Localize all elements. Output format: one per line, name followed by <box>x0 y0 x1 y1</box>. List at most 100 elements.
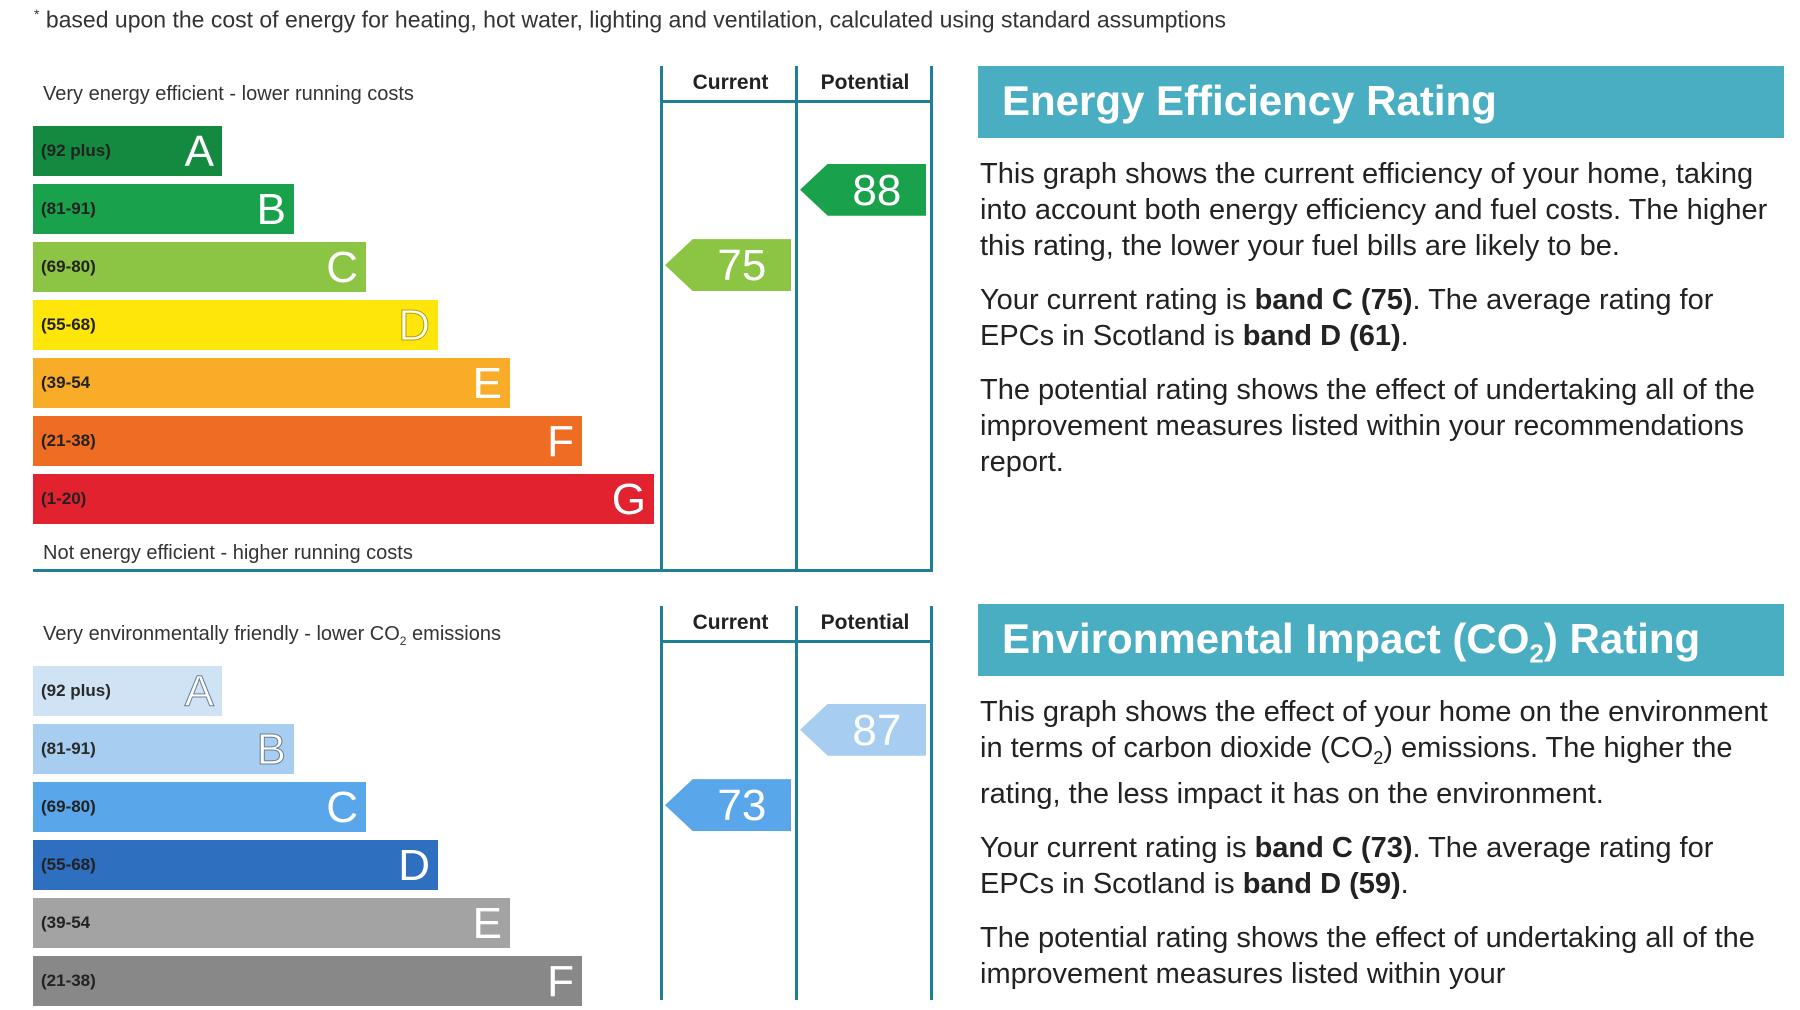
energy-header-rule <box>660 100 933 103</box>
env-p2-pre: Your current rating is <box>980 831 1255 864</box>
energy-current-arrow-shape <box>665 239 791 292</box>
energy-band-letter: E <box>472 359 502 408</box>
energy-band-range: (21-38) <box>41 431 96 450</box>
env-band-range: (55-68) <box>41 855 96 874</box>
env-panel-p2: Your current rating is band C (73). The … <box>980 830 1778 902</box>
env-band-letter: F <box>547 957 574 1006</box>
energy-col-current: Current <box>692 71 769 94</box>
energy-potential-value: 88 <box>852 165 902 215</box>
energy-panel-title: Energy Efficiency Rating <box>978 66 1784 138</box>
energy-panel-p3: The potential rating shows the effect of… <box>980 374 1755 478</box>
env-panel-p1: This graph shows the effect of your home… <box>980 694 1778 812</box>
env-band-c: (69-80) C <box>33 782 366 832</box>
env-p2-mid: . The average rating for EPCs in Scotlan… <box>980 831 1714 900</box>
env-band-b: (81-91) B <box>33 724 294 775</box>
env-p1-sub: 2 <box>1373 747 1384 768</box>
env-p1-pre: This graph shows the effect of your home… <box>980 696 1768 764</box>
energy-band-c: (69-80) C <box>33 242 366 292</box>
energy-band-g: (1-20) G <box>33 474 654 524</box>
energy-potential-arrow: 88 <box>800 163 926 216</box>
footnote-text: based upon the cost of energy for heatin… <box>45 6 1226 33</box>
env-p2-band-average: band D (59) <box>1242 867 1401 900</box>
energy-band-letter: D <box>398 301 431 351</box>
energy-panel-body: This graph shows the current efficiency … <box>978 138 1784 480</box>
footnote: * based upon the cost of energy for heat… <box>34 6 1226 34</box>
env-band-a: (92 plus) A <box>33 666 222 717</box>
env-p2-band-current: band C (73) <box>1254 831 1413 864</box>
env-divider-right <box>930 606 933 1000</box>
footnote-mark: * <box>34 6 40 22</box>
env-panel-title: Environmental Impact (CO2) Rating <box>978 604 1784 676</box>
env-panel-body: This graph shows the effect of your home… <box>978 676 1784 992</box>
energy-divider-right <box>930 66 933 572</box>
env-top-caption-post: emissions <box>406 623 501 645</box>
energy-bottom-rule <box>33 569 933 572</box>
env-band-letter: E <box>472 899 502 948</box>
env-divider-mid <box>795 606 798 1000</box>
env-col-potential: Potential <box>820 611 910 634</box>
energy-divider-mid <box>795 66 798 572</box>
env-p2-post: . <box>1400 867 1409 900</box>
energy-band-d: (55-68) D <box>33 300 438 351</box>
energy-band-letter: A <box>184 127 214 176</box>
energy-p2-post: . <box>1400 320 1409 352</box>
env-band-d: (55-68) D <box>33 840 438 890</box>
env-band-range: (21-38) <box>41 971 96 990</box>
energy-p2-pre: Your current rating is <box>980 284 1255 316</box>
energy-col-potential: Potential <box>820 71 910 94</box>
energy-efficiency-chart: Very energy efficient - lower running co… <box>33 66 934 576</box>
env-divider-left <box>660 606 663 1000</box>
env-title-pre: Environmental Impact (CO <box>1002 615 1530 662</box>
energy-band-letter: F <box>547 417 574 466</box>
energy-p2-band-current: band C (75) <box>1254 284 1413 316</box>
energy-p2-mid: . The average rating for EPCs in Scotlan… <box>980 284 1714 352</box>
env-band-letter: A <box>184 667 214 717</box>
env-current-arrow: 73 <box>665 779 791 832</box>
energy-band-letter: G <box>611 475 646 524</box>
env-current-value: 73 <box>717 781 767 831</box>
energy-band-range: (1-20) <box>41 489 87 508</box>
env-title-post: ) Rating <box>1543 615 1701 662</box>
env-potential-value: 87 <box>852 705 902 755</box>
energy-current-value: 75 <box>717 241 767 291</box>
energy-band-range: (39-54 <box>41 373 91 392</box>
energy-band-letter: C <box>326 243 358 292</box>
env-band-letter: D <box>398 841 430 890</box>
env-current-arrow-shape <box>665 779 791 832</box>
energy-potential-arrow-shape <box>800 163 926 216</box>
energy-bottom-caption: Not energy efficient - higher running co… <box>43 542 413 564</box>
energy-band-e: (39-54 E <box>33 358 510 408</box>
env-band-range: (39-54 <box>41 913 91 932</box>
env-p1-post: ) emissions. The higher the rating, the … <box>980 732 1733 810</box>
energy-panel-p2: Your current rating is band C (75). The … <box>980 282 1778 354</box>
energy-band-range: (92 plus) <box>41 141 111 160</box>
env-band-e: (39-54 E <box>33 898 510 948</box>
energy-panel-p1: This graph shows the current efficiency … <box>980 158 1768 262</box>
energy-p2-band-average: band D (61) <box>1242 320 1401 352</box>
env-header-rule <box>660 640 933 643</box>
env-col-current: Current <box>692 611 769 634</box>
env-band-f: (21-38) F <box>33 956 582 1006</box>
energy-band-f: (21-38) F <box>33 416 582 466</box>
env-panel-p3: The potential rating shows the effect of… <box>980 921 1755 990</box>
environmental-impact-chart: Very environmentally friendly - lower CO… <box>33 606 934 1006</box>
energy-top-caption: Very energy efficient - lower running co… <box>43 83 414 105</box>
env-band-range: (81-91) <box>41 739 96 758</box>
env-band-range: (92 plus) <box>41 681 111 700</box>
env-potential-arrow: 87 <box>800 703 926 756</box>
energy-band-range: (55-68) <box>41 315 96 334</box>
env-band-letter: C <box>326 783 358 832</box>
env-band-letter: B <box>256 725 286 775</box>
env-top-caption-sub: 2 <box>399 634 407 648</box>
energy-current-arrow: 75 <box>665 239 791 292</box>
env-title-sub: 2 <box>1529 638 1544 669</box>
environmental-impact-panel: Environmental Impact (CO2) Rating This g… <box>978 604 1784 1010</box>
env-top-caption: Very environmentally friendly - lower CO… <box>43 623 501 648</box>
env-top-caption-pre: Very environmentally friendly - lower CO <box>43 623 400 645</box>
energy-band-letter: B <box>256 185 286 234</box>
energy-efficiency-panel: Energy Efficiency Rating This graph show… <box>978 66 1784 498</box>
env-potential-arrow-shape <box>800 703 926 756</box>
env-band-range: (69-80) <box>41 797 96 816</box>
energy-band-range: (69-80) <box>41 257 96 276</box>
energy-band-b: (81-91) B <box>33 184 294 234</box>
